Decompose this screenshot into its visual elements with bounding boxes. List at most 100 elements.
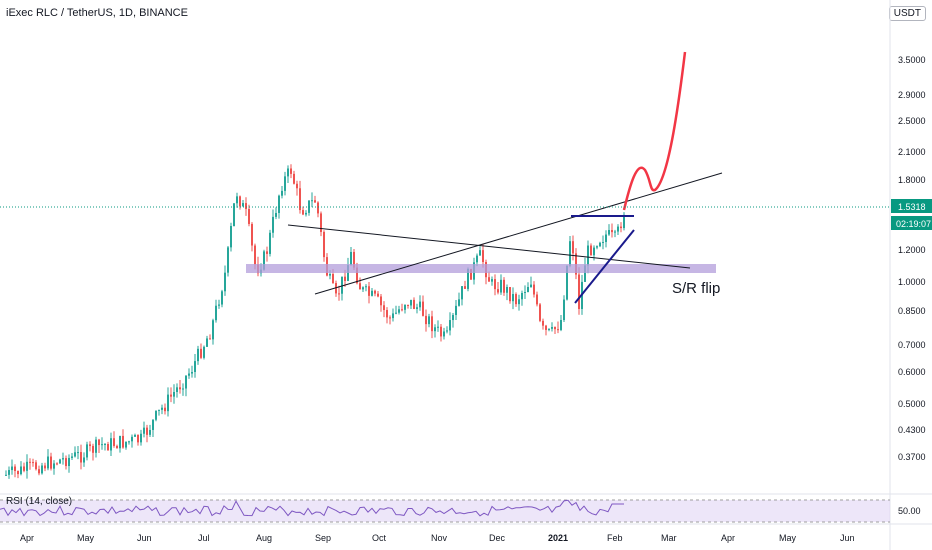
candle-body — [20, 466, 22, 475]
candle-body — [206, 338, 208, 347]
candle-body — [605, 234, 607, 243]
candle-body — [119, 435, 121, 449]
candle-body — [617, 226, 619, 232]
candle-body — [314, 200, 316, 203]
candle-body — [443, 331, 445, 337]
candle-body — [569, 241, 571, 266]
candle-body — [278, 195, 280, 213]
price-label: 0.6000 — [898, 367, 926, 377]
candle-body — [26, 461, 28, 471]
price-label: 0.8500 — [898, 306, 926, 316]
candle-body — [542, 320, 544, 326]
candle-body — [551, 327, 553, 329]
candle-body — [188, 373, 190, 376]
projection-path[interactable] — [622, 51, 687, 211]
ascending-trendline[interactable] — [314, 172, 723, 295]
price-label: 1.2000 — [898, 245, 926, 255]
candle-body — [86, 444, 88, 458]
candle-body — [170, 394, 172, 397]
candle-body — [494, 279, 496, 290]
candle-body — [623, 214, 625, 229]
candle-body — [227, 247, 229, 273]
candle-body — [377, 293, 379, 297]
sr-flip-annotation[interactable]: S/R flip — [672, 280, 720, 297]
candle-body — [404, 304, 406, 310]
candle-body — [143, 427, 145, 434]
candle-body — [71, 456, 73, 458]
candle-body — [35, 462, 37, 470]
candle-body — [371, 290, 373, 296]
sr-zone-rectangle[interactable] — [246, 264, 716, 273]
candle-body — [44, 465, 46, 469]
candle-body — [455, 305, 457, 315]
candle-body — [521, 292, 523, 300]
time-label: Aug — [256, 533, 272, 543]
candle-body — [350, 251, 352, 266]
candle-body — [185, 375, 187, 389]
currency-button[interactable]: USDT — [888, 6, 926, 21]
candle-body — [53, 463, 55, 469]
candle-body — [230, 226, 232, 248]
time-label: Jun — [137, 533, 152, 543]
candle-body — [506, 286, 508, 293]
candle-body — [173, 392, 175, 397]
candle-body — [17, 471, 19, 475]
candle-body — [611, 230, 613, 233]
candle-body — [557, 329, 559, 331]
candle-body — [323, 231, 325, 258]
descending-trendline[interactable] — [287, 224, 691, 269]
candle-body — [104, 444, 106, 446]
candle-body — [416, 307, 418, 309]
candle-body — [431, 316, 433, 332]
candle-body — [584, 265, 586, 282]
candle-body — [311, 200, 313, 202]
time-axis[interactable]: Apr May Jun Jul Aug Sep Oct Nov Dec 2021… — [20, 533, 855, 543]
candle-body — [161, 407, 163, 410]
candle-body — [452, 314, 454, 321]
price-label: 2.5000 — [898, 116, 926, 126]
time-label: Apr — [721, 533, 735, 543]
current-price-label: 1.5318 — [898, 202, 926, 212]
candle-body — [608, 230, 610, 235]
countdown-tag — [891, 216, 932, 230]
candle-body — [395, 312, 397, 314]
candle-body — [422, 301, 424, 316]
candle-body — [77, 452, 79, 454]
price-axis[interactable]: 3.5000 2.9000 2.5000 2.1000 1.8000 1.531… — [891, 55, 932, 462]
time-label: Nov — [431, 533, 448, 543]
flag-support-line[interactable] — [574, 229, 635, 304]
candle-body — [437, 326, 439, 328]
candle-body — [503, 279, 505, 293]
candle-body — [413, 299, 415, 309]
candle-body — [23, 466, 25, 471]
candle-body — [89, 444, 91, 446]
candle-body — [302, 210, 304, 215]
time-label: Sep — [315, 533, 331, 543]
candle-body — [440, 326, 442, 337]
candle-body — [218, 304, 220, 306]
time-label: Dec — [489, 533, 506, 543]
candle-body — [38, 469, 40, 474]
candle-body — [491, 279, 493, 282]
time-label: Feb — [607, 533, 623, 543]
candle-body — [380, 296, 382, 306]
price-label: 2.1000 — [898, 147, 926, 157]
candle-body — [113, 438, 115, 446]
candle-body — [386, 310, 388, 318]
candle-body — [602, 242, 604, 244]
candle-body — [347, 265, 349, 281]
candle-body — [365, 286, 367, 288]
candle-body — [272, 216, 274, 233]
candle-body — [296, 183, 298, 189]
candle-body — [524, 292, 526, 294]
candle-body — [263, 251, 265, 270]
candle-body — [434, 327, 436, 332]
candle-body — [563, 299, 565, 321]
candle-body — [464, 286, 466, 289]
candle-body — [80, 452, 82, 463]
candle-body — [131, 436, 133, 442]
candle-body — [59, 459, 61, 464]
candle-body — [587, 245, 589, 266]
